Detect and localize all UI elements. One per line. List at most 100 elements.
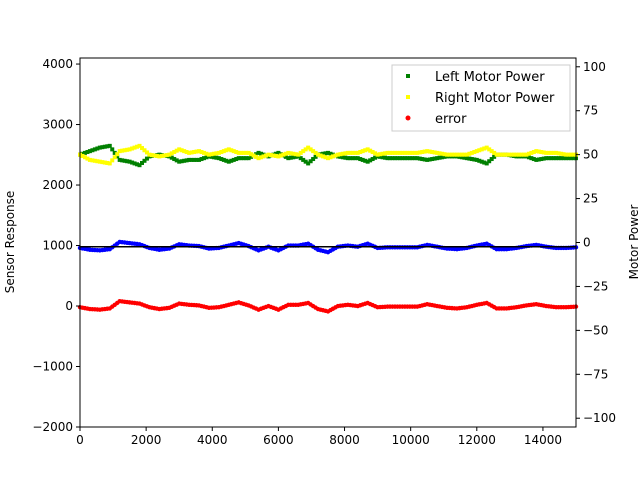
left-motor-power-point [102,144,107,149]
right-motor-power-point [137,143,142,148]
right-motor-power-point [189,150,194,155]
right-motor-power-point [318,153,323,158]
right-motor-power-point [343,151,348,156]
y-left-tick-label: 1000 [42,239,73,253]
left-motor-power-point [340,155,345,160]
y-right-tick-label: −50 [583,323,608,337]
right-motor-power-point [482,146,487,151]
right-motor-power-point [415,150,420,155]
left-motor-power-point [122,158,127,163]
left-motor-power-point [110,147,115,152]
left-motor-power-point [435,156,440,161]
left-motor-power-point [246,156,251,161]
right-motor-power-point [231,149,236,154]
left-motor-power-point [345,156,350,161]
y-axis-label-right: Motor Power [627,205,640,280]
right-motor-power-point [209,152,214,157]
right-motor-power-point [239,150,244,155]
right-motor-power-point [234,150,239,155]
right-motor-power-point [323,155,328,160]
right-motor-power-point [149,153,154,158]
right-motor-power-point [358,150,363,155]
right-motor-power-point [112,155,117,160]
left-motor-power-point [259,151,264,156]
right-motor-power-point [271,153,276,158]
left-motor-power-point [219,157,224,162]
left-motor-power-point [177,159,182,164]
left-motor-power-point [566,156,571,161]
left-motor-power-point [430,157,435,162]
right-motor-power-point [497,152,502,157]
left-motor-power-point [90,148,95,153]
left-motor-power-point [546,156,551,161]
right-motor-power-point [484,145,489,150]
left-motor-power-point [472,157,477,162]
legend-box [391,64,571,132]
right-motor-power-point [100,160,105,165]
right-motor-power-point [179,148,184,153]
y-axis-right: −100 −75 −50 −25 0 25 50 75 100 [576,60,616,425]
legend-label: error [435,112,467,127]
right-motor-power-point [519,152,524,157]
right-motor-power-point [368,148,373,153]
right-motor-power-point [531,150,536,155]
left-motor-power-point [211,155,216,160]
right-motor-power-point [521,152,526,157]
right-motor-power-point [445,152,450,157]
left-motor-power-point [236,156,241,161]
right-motor-power-point [102,160,107,165]
right-motor-power-point [556,151,561,156]
right-motor-power-point [306,145,311,150]
right-motor-power-point [402,150,407,155]
right-motor-power-point [281,152,286,157]
x-axis: 0 2000 4000 6000 8000 10000 12000 14000 [76,427,562,447]
legend-label: Left Motor Power [435,70,545,85]
right-motor-power-point [221,149,226,154]
right-motor-power-point [489,149,494,154]
right-motor-power-point [541,150,546,155]
right-motor-power-point [172,150,177,155]
right-motor-power-point [447,152,452,157]
right-motor-power-point [328,155,333,160]
left-motor-power-point [437,155,442,160]
left-motor-power-point [209,154,214,159]
left-motor-power-point [229,158,234,163]
right-motor-power-point [355,150,360,155]
left-motor-power-point [194,157,199,162]
right-motor-power-point [338,152,343,157]
right-motor-power-point [335,152,340,157]
right-motor-power-point [340,151,345,156]
right-motor-power-point [516,152,521,157]
right-motor-power-point [554,150,559,155]
right-motor-power-point [350,150,355,155]
x-tick-label: 10000 [392,433,430,447]
right-motor-power-point [159,153,164,158]
left-motor-power-point [100,145,105,150]
left-motor-power-point [489,157,494,162]
left-motor-power-point [395,156,400,161]
right-motor-power-point [224,148,229,153]
right-motor-power-point [457,152,462,157]
left-motor-power-point [467,156,472,161]
right-motor-power-point [378,152,383,157]
right-motor-power-point [117,149,122,154]
left-motor-power-point [216,156,221,161]
right-motor-power-point [251,153,256,158]
right-motor-power-point [291,151,296,156]
right-motor-power-point [569,152,574,157]
left-motor-power-point [204,155,209,160]
right-motor-power-point [90,158,95,163]
left-motor-power-point [137,163,142,168]
right-motor-power-point [264,153,268,158]
right-motor-power-point [127,147,132,152]
left-motor-power-point [392,156,397,161]
left-motor-power-point [184,158,189,163]
right-motor-power-point [536,149,541,154]
right-motor-power-point [504,152,509,157]
left-motor-power-point [142,158,147,163]
left-motor-power-point [559,156,564,161]
right-motor-power-point [192,150,197,155]
right-motor-power-point [420,150,425,155]
left-motor-power-point [569,156,574,161]
right-motor-power-point [202,150,206,155]
